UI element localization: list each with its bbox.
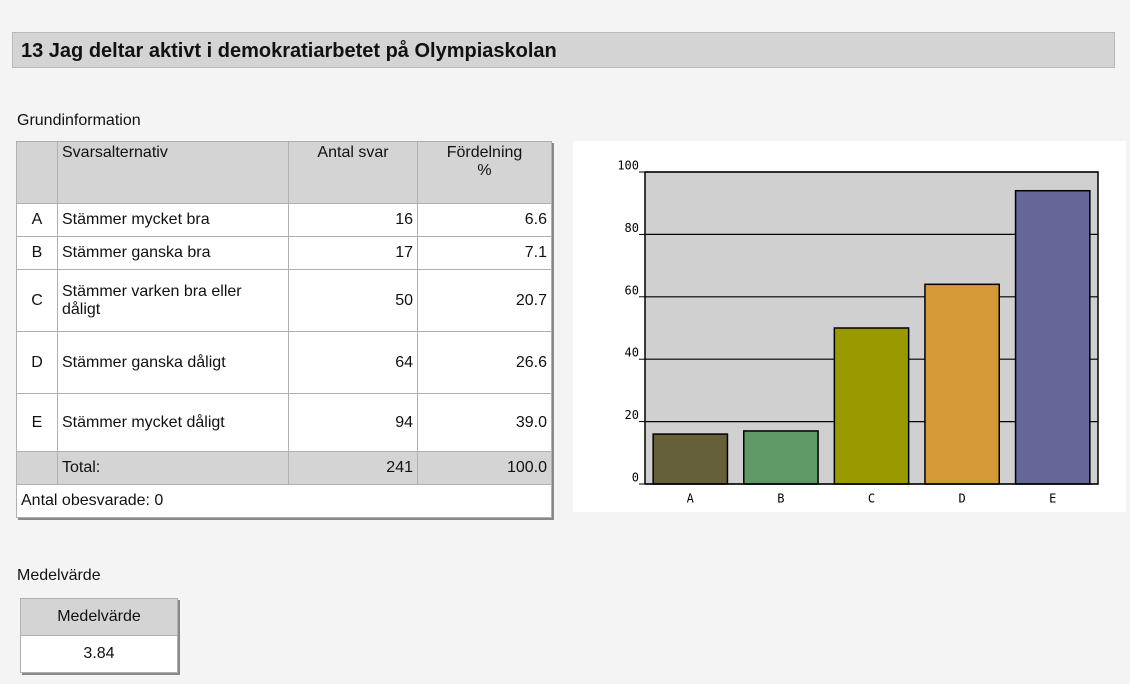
y-tick-label: 20	[625, 408, 639, 422]
cell: 64	[288, 331, 418, 394]
y-tick-label: 100	[617, 159, 639, 173]
chart: 0 20 40 60 80 100 A B C D E	[573, 141, 1126, 512]
y-tick-label: 80	[625, 221, 639, 235]
cell: 241	[288, 451, 418, 485]
cell: Stämmer varken bra eller dåligt	[57, 269, 289, 332]
section-title: 13 Jag deltar aktivt i demokratiarbetet …	[12, 32, 1115, 68]
col-header: Fördelning %	[417, 141, 552, 204]
bar	[652, 433, 729, 485]
col-header: Medelvärde	[20, 598, 178, 636]
bar	[1014, 189, 1091, 485]
cell: D	[16, 331, 58, 394]
cell: 50	[288, 269, 418, 332]
plot-frame	[644, 171, 1099, 485]
bar	[743, 430, 819, 485]
x-tick-label: D	[958, 492, 965, 506]
cell: 94	[288, 393, 418, 452]
cell: 100.0	[417, 451, 552, 485]
cell: A	[16, 203, 58, 237]
cell: Stämmer ganska bra	[57, 236, 289, 270]
y-tick-label: 0	[632, 471, 639, 485]
cell: 26.6	[417, 331, 552, 394]
cell: Stämmer ganska dåligt	[57, 331, 289, 394]
x-tick-label: E	[1049, 492, 1056, 506]
y-tick-label: 40	[625, 346, 639, 360]
cell: Total:	[57, 451, 289, 485]
cell: 17	[288, 236, 418, 270]
bar	[924, 283, 1000, 485]
col-header-text: Fördelning %	[446, 144, 523, 179]
x-tick-label: B	[777, 492, 784, 506]
cell	[16, 451, 58, 485]
data-table: Svarsalternativ Antal svar Fördelning % …	[16, 141, 552, 518]
cell: 16	[288, 203, 418, 237]
bar	[833, 327, 910, 485]
heading: Grundinformation	[17, 112, 141, 129]
cell: 39.0	[417, 393, 552, 452]
cell: B	[16, 236, 58, 270]
heading: Medelvärde	[17, 567, 101, 584]
y-tick-label: 60	[625, 283, 639, 297]
cell: Stämmer mycket bra	[57, 203, 289, 237]
cell: 6.6	[417, 203, 552, 237]
cell: 7.1	[417, 236, 552, 270]
col-header: Antal svar	[288, 141, 418, 204]
cell: E	[16, 393, 58, 452]
cell: C	[16, 269, 58, 332]
mean-table: Medelvärde 3.84	[20, 598, 178, 673]
col-header: Svarsalternativ	[57, 141, 289, 204]
x-tick-label: A	[687, 492, 695, 506]
cell	[16, 141, 58, 204]
cell: Stämmer mycket dåligt	[57, 393, 289, 452]
cell: 3.84	[20, 635, 178, 673]
x-tick-label: C	[868, 492, 875, 506]
cell: 20.7	[417, 269, 552, 332]
cell: Antal obesvarade: 0	[16, 484, 552, 518]
